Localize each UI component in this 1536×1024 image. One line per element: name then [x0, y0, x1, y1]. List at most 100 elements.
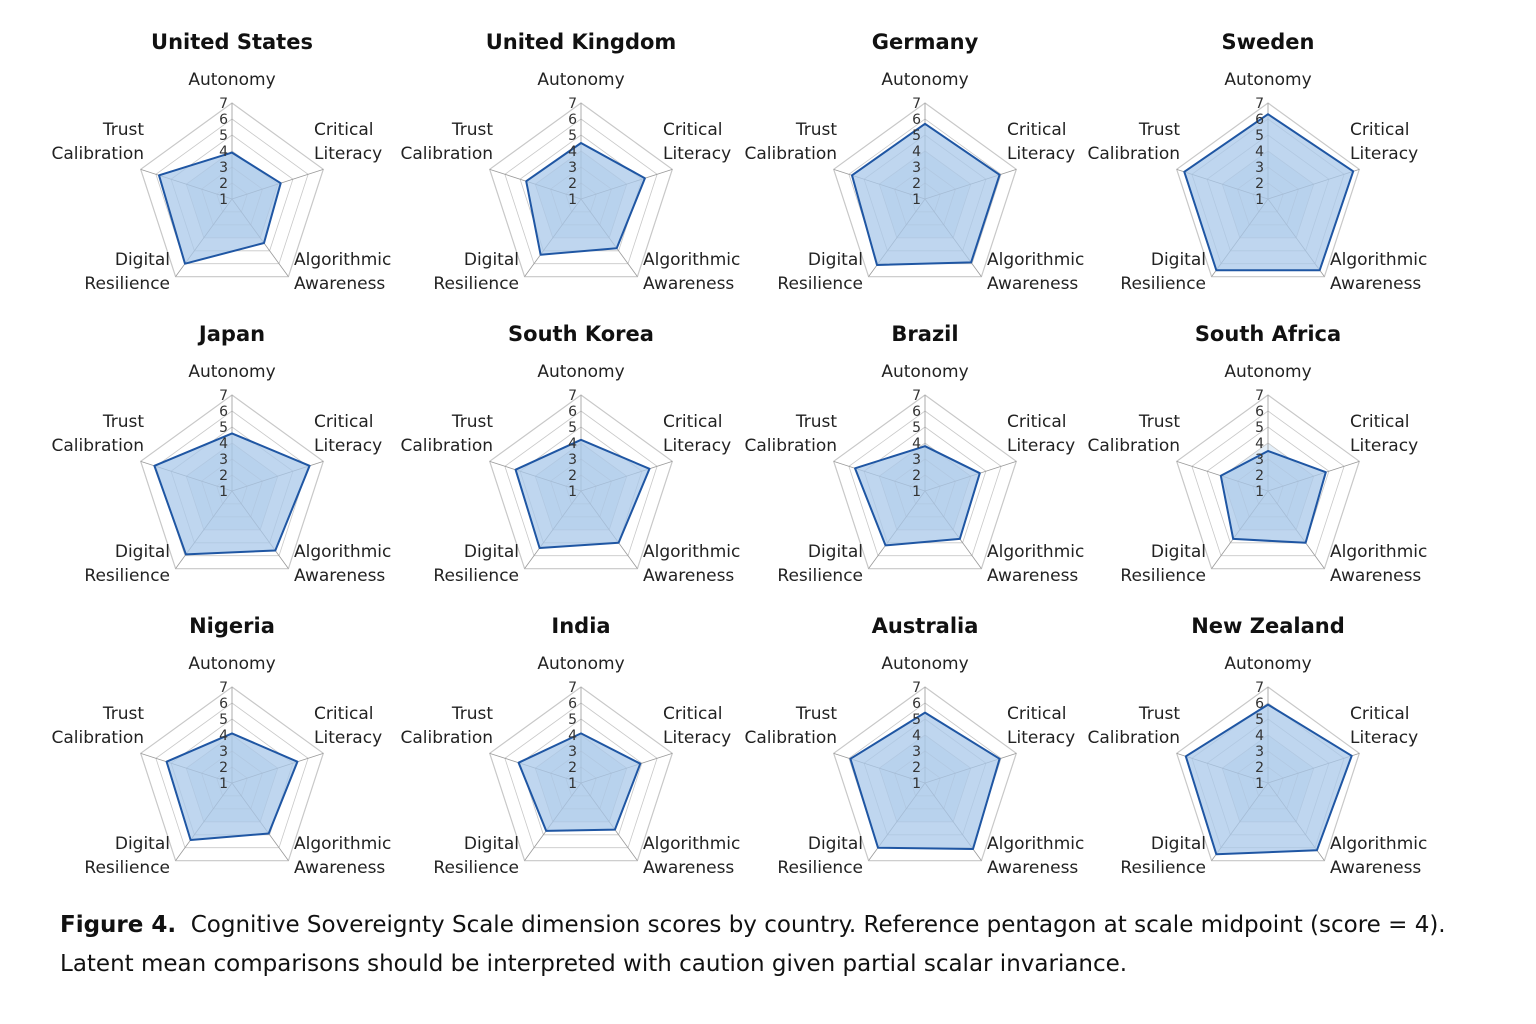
axis-label: Awareness	[987, 566, 1078, 586]
axis-label: Resilience	[84, 858, 170, 878]
axis-label: Algorithmic	[643, 250, 740, 270]
axis-label: Critical	[314, 412, 373, 432]
tick-label: 3	[219, 160, 228, 176]
tick-label: 3	[1255, 452, 1264, 468]
tick-label: 7	[912, 680, 921, 696]
tick-label: 1	[912, 192, 921, 208]
axis-label: Calibration	[401, 728, 494, 748]
tick-label: 1	[912, 776, 921, 792]
tick-label: 7	[568, 96, 577, 112]
axis-label: Autonomy	[1224, 654, 1311, 674]
tick-label: 3	[568, 452, 577, 468]
axis-label: Autonomy	[881, 362, 968, 382]
tick-label: 5	[912, 128, 921, 144]
grid-ring	[1175, 686, 1361, 862]
data-polygon	[517, 732, 642, 832]
axis-label: Digital	[115, 250, 170, 270]
axis-label: Resilience	[84, 274, 170, 294]
axis-label: Algorithmic	[643, 834, 740, 854]
tick-label: 1	[1255, 484, 1264, 500]
grid-ring	[488, 686, 674, 862]
axis-label: Trust	[795, 412, 838, 432]
axis-label: Calibration	[52, 436, 145, 456]
country-title: United Kingdom	[486, 30, 677, 54]
axis-label: Digital	[115, 834, 170, 854]
axis-label: Autonomy	[537, 362, 624, 382]
axis-label: Awareness	[294, 274, 385, 294]
axis-label: Critical	[1350, 412, 1409, 432]
tick-label: 5	[912, 420, 921, 436]
axis-label: Critical	[1350, 704, 1409, 724]
country-title: Japan	[197, 322, 265, 346]
tick-label: 7	[1255, 388, 1264, 404]
axis-label: Autonomy	[188, 362, 275, 382]
tick-label: 1	[568, 192, 577, 208]
tick-label: 6	[1255, 404, 1264, 420]
tick-label: 6	[1255, 696, 1264, 712]
axis-label: Algorithmic	[987, 542, 1084, 562]
axis-label: Autonomy	[1224, 362, 1311, 382]
axis-label: Algorithmic	[1330, 542, 1427, 562]
tick-label: 5	[219, 712, 228, 728]
axis-label: Calibration	[401, 144, 494, 164]
tick-label: 1	[1255, 192, 1264, 208]
axis-label: Literacy	[1350, 144, 1418, 164]
axis-label: Autonomy	[188, 70, 275, 90]
tick-label: 3	[912, 744, 921, 760]
axis-label: Awareness	[1330, 566, 1421, 586]
country-title: Brazil	[891, 322, 958, 346]
axis-label: Critical	[314, 120, 373, 140]
tick-label: 2	[1255, 176, 1264, 192]
tick-label: 5	[568, 128, 577, 144]
axis-label: Literacy	[1350, 728, 1418, 748]
axis-label: Digital	[1151, 834, 1206, 854]
data-polygon	[1219, 450, 1327, 544]
axis-label: Calibration	[745, 144, 838, 164]
axis-label: Awareness	[643, 858, 734, 878]
axis-label: Critical	[663, 120, 722, 140]
data-polygon	[165, 732, 299, 841]
axis-label: Literacy	[1007, 144, 1075, 164]
axis-label: Trust	[1138, 412, 1181, 432]
axis-label: Algorithmic	[987, 250, 1084, 270]
axis-label: Calibration	[52, 144, 145, 164]
axis-label: Trust	[451, 412, 494, 432]
axis-label: Awareness	[643, 566, 734, 586]
tick-label: 1	[1255, 776, 1264, 792]
grid-ring	[519, 718, 643, 836]
axis-label: Literacy	[314, 436, 382, 456]
tick-label: 2	[1255, 760, 1264, 776]
tick-label: 5	[1255, 712, 1264, 728]
axis-label: Digital	[808, 250, 863, 270]
tick-label: 3	[912, 452, 921, 468]
tick-label: 6	[568, 696, 577, 712]
axis-label: Awareness	[643, 274, 734, 294]
tick-label: 2	[568, 176, 577, 192]
tick-label: 1	[568, 776, 577, 792]
axis-label: Algorithmic	[294, 834, 391, 854]
axis-label: Resilience	[1120, 858, 1206, 878]
grid-ring	[1191, 410, 1345, 557]
axis-label: Literacy	[1007, 728, 1075, 748]
axis-label: Resilience	[433, 858, 519, 878]
axis-label: Autonomy	[537, 654, 624, 674]
caption-text-line2: Latent mean comparisons should be interp…	[60, 951, 1128, 977]
data-polygon	[854, 445, 981, 547]
axis-label: Calibration	[745, 728, 838, 748]
country-title: Nigeria	[189, 614, 275, 638]
tick-label: 1	[912, 484, 921, 500]
axis-label: Autonomy	[1224, 70, 1311, 90]
data-polygon	[851, 122, 1001, 266]
axis-label: Calibration	[52, 728, 145, 748]
tick-label: 3	[219, 452, 228, 468]
tick-label: 4	[1255, 144, 1264, 160]
tick-label: 5	[1255, 128, 1264, 144]
grid-ring	[488, 102, 674, 278]
grid-ring	[155, 410, 309, 557]
